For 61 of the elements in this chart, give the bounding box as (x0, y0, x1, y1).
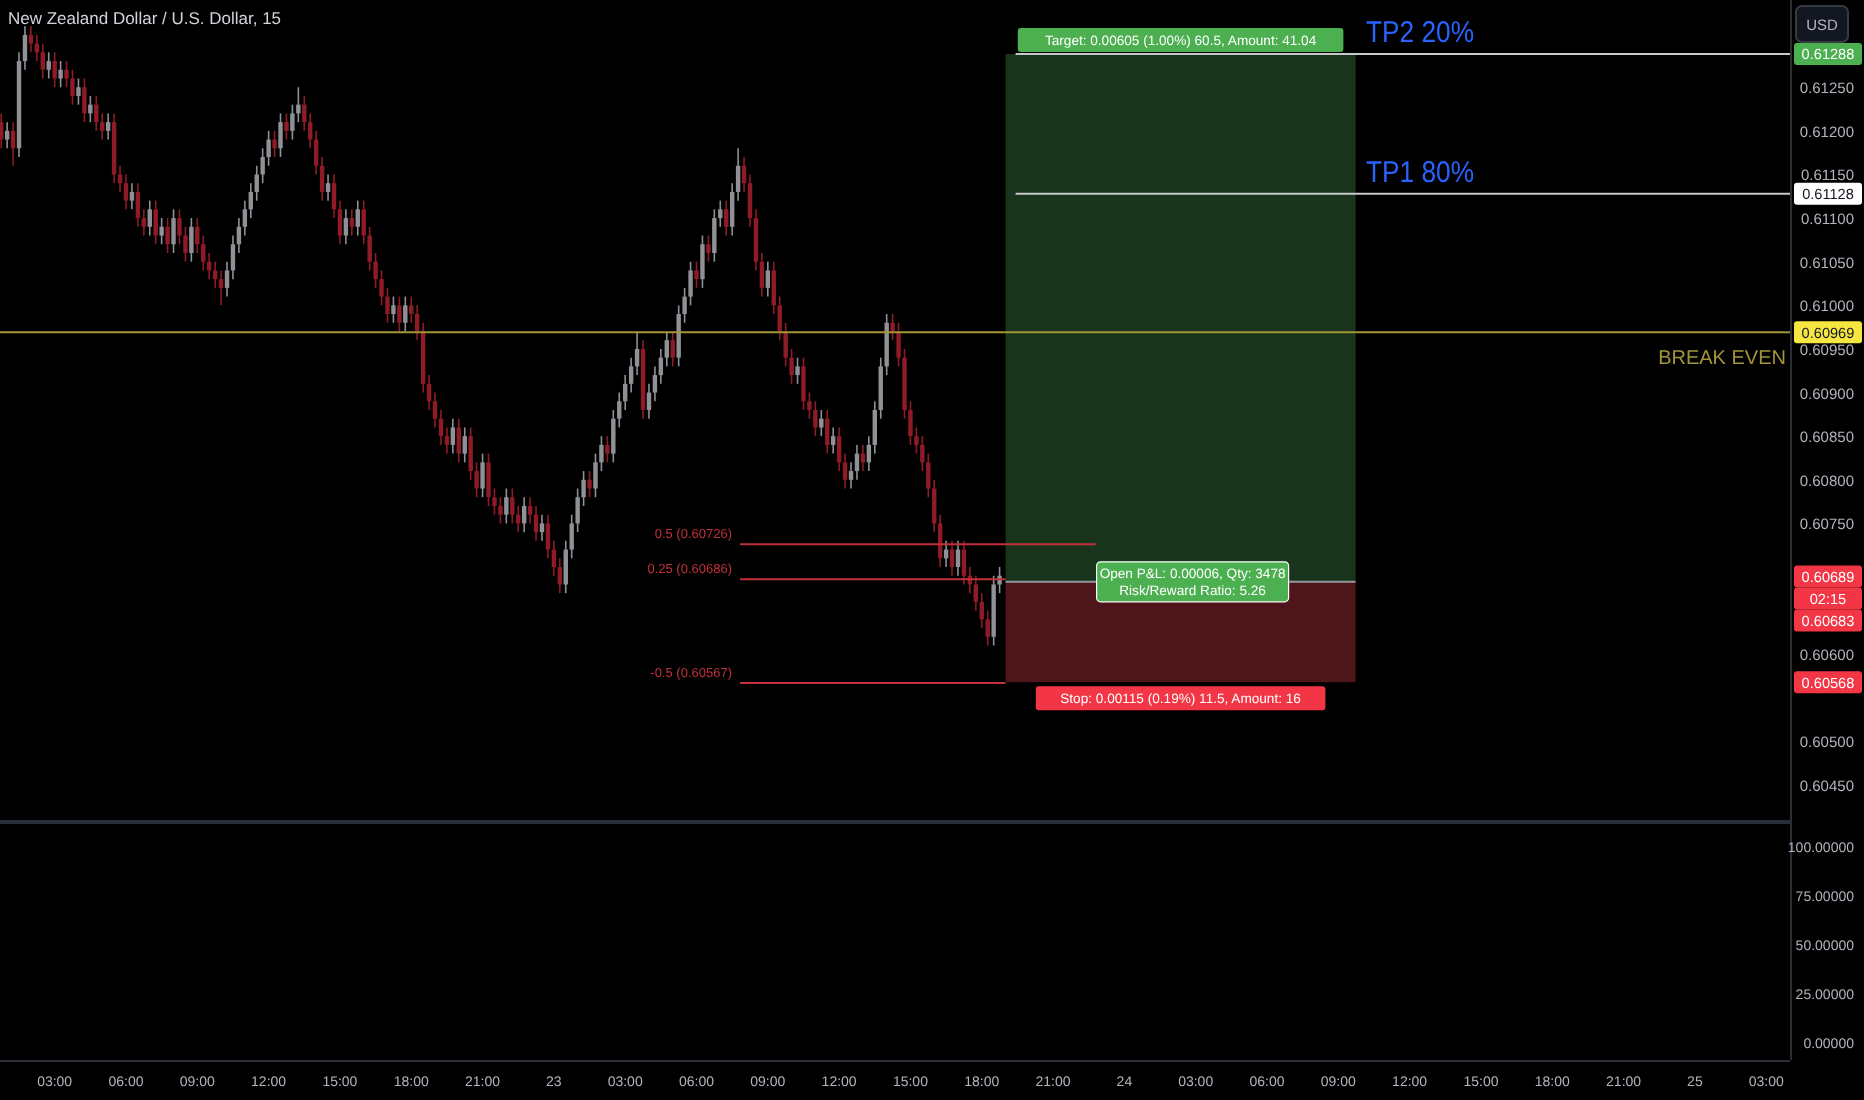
ref-line-label: TP2 20% (1366, 16, 1490, 51)
candlestick (830, 426, 836, 455)
candlestick (510, 487, 515, 525)
candlestick (712, 208, 717, 263)
candlestick (123, 173, 129, 211)
candlestick (801, 356, 806, 411)
candlestick (670, 330, 675, 368)
candlestick (4, 121, 10, 150)
candlestick (284, 112, 289, 141)
candlestick (171, 208, 176, 254)
candlestick (706, 234, 711, 263)
candlestick (278, 112, 283, 158)
candlestick (147, 199, 152, 237)
candlestick (819, 409, 824, 437)
candlestick (40, 42, 45, 80)
candlestick (539, 513, 545, 542)
candlestick (76, 77, 81, 106)
text: New Zealand Dollar / U.S. Dollar, 15 (8, 8, 282, 28)
candlestick (52, 51, 57, 89)
candlestick (795, 356, 800, 385)
candlestick (450, 417, 456, 455)
candlestick (498, 496, 503, 525)
ref-line-label: TP1 80% (1366, 155, 1490, 190)
ref-line-label: BREAK EVEN (1658, 348, 1786, 371)
candlestick (813, 400, 818, 437)
candlestick (189, 217, 194, 263)
candlestick (397, 295, 402, 333)
candlestick (165, 217, 170, 254)
candlestick (153, 199, 158, 246)
candlestick (456, 417, 461, 464)
candlestick (504, 487, 509, 525)
candlestick (765, 260, 771, 298)
candlestick (724, 199, 729, 237)
candlestick (46, 51, 51, 80)
candlestick (486, 452, 491, 507)
candlestick (0, 112, 4, 150)
candlestick (694, 260, 699, 289)
candlestick (587, 470, 592, 499)
candlestick (28, 25, 34, 54)
candlestick (403, 295, 408, 333)
candlestick (355, 199, 360, 237)
candlestick (272, 130, 277, 158)
candlestick (159, 217, 164, 246)
candlestick (349, 208, 355, 237)
candlestick (480, 452, 485, 499)
candlestick (218, 269, 224, 307)
candlestick (135, 182, 141, 228)
candlestick (82, 77, 87, 123)
candlestick (58, 60, 63, 89)
candlestick (70, 68, 75, 106)
candlestick (129, 182, 135, 211)
candlestick (700, 234, 705, 289)
candlestick (462, 426, 467, 464)
candlestick (825, 409, 830, 455)
candlestick (391, 295, 396, 324)
candlestick (605, 435, 610, 464)
candlestick (325, 173, 331, 202)
candlestick (343, 208, 349, 246)
candlestick (88, 95, 93, 123)
candlestick (961, 540, 967, 586)
candlestick (105, 112, 111, 141)
